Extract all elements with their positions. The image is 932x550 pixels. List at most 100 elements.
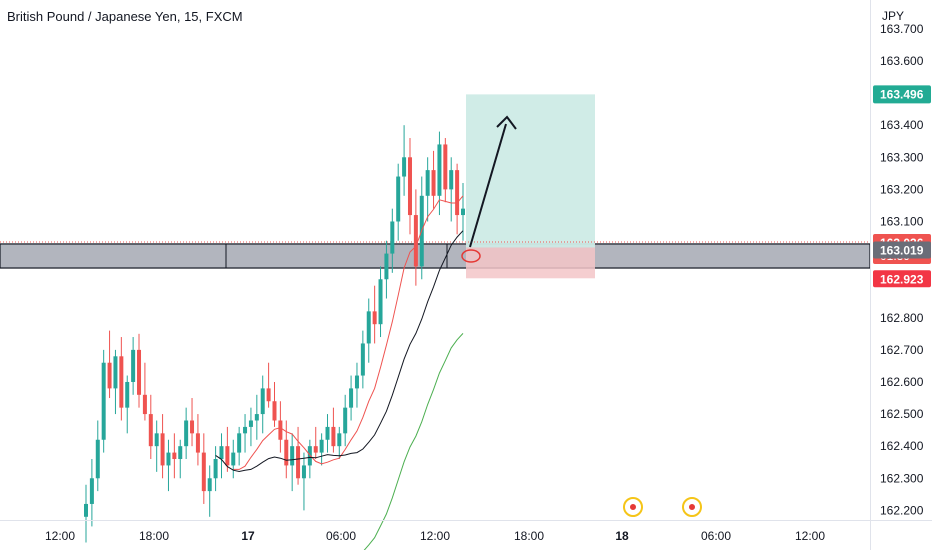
candle-body[interactable] [207, 478, 212, 492]
time-axis-divider [0, 520, 932, 521]
candle-body[interactable] [431, 170, 436, 196]
candle-body[interactable] [95, 439, 100, 479]
arrow-head [496, 115, 517, 130]
time-tick-label: 12:00 [45, 529, 75, 543]
price-tick-label: 162.400 [880, 439, 924, 453]
candle-body[interactable] [301, 465, 306, 479]
candle-body[interactable] [119, 356, 124, 408]
candle-body[interactable] [354, 375, 359, 389]
candle-body[interactable] [437, 144, 442, 196]
candle-body[interactable] [248, 420, 253, 427]
candle-body[interactable] [237, 433, 242, 453]
candle-body[interactable] [425, 170, 430, 196]
candle-body[interactable] [154, 433, 159, 447]
candle-body[interactable] [319, 439, 324, 453]
candle-body[interactable] [372, 311, 377, 325]
candle-body[interactable] [296, 446, 301, 479]
candle-body[interactable] [360, 343, 365, 376]
candle-body[interactable] [137, 349, 142, 395]
price-tick-label: 163.100 [880, 214, 924, 228]
candle-body[interactable] [449, 170, 454, 190]
event-dot [630, 504, 636, 510]
candle-body[interactable] [243, 426, 248, 434]
candle-body[interactable] [101, 362, 106, 440]
entry-marker[interactable] [461, 249, 481, 263]
candle-body[interactable] [455, 170, 460, 216]
candle-body[interactable] [201, 452, 206, 492]
candle-body[interactable] [290, 446, 295, 466]
candle-body[interactable] [390, 221, 395, 254]
event-dot [689, 504, 695, 510]
candle-body[interactable] [337, 433, 342, 447]
price-tick-label: 162.600 [880, 375, 924, 389]
candle-body[interactable] [160, 433, 165, 466]
candle-body[interactable] [84, 503, 88, 517]
candle-body[interactable] [172, 452, 177, 460]
candle-body[interactable] [402, 157, 407, 177]
candle-body[interactable] [213, 459, 218, 479]
price-tick-label: 163.700 [880, 22, 924, 36]
candle-body[interactable] [461, 208, 465, 216]
candle-body[interactable] [313, 446, 318, 453]
candle-body[interactable] [178, 446, 183, 460]
candle-body[interactable] [272, 401, 277, 421]
time-tick-label: 17 [241, 529, 255, 543]
candle-body[interactable] [307, 446, 312, 466]
candle-body[interactable] [219, 446, 224, 460]
candle-body[interactable] [131, 349, 136, 382]
candle-body[interactable] [378, 279, 383, 325]
candle-body[interactable] [231, 452, 236, 466]
price-tick-label: 162.700 [880, 343, 924, 357]
candle-body[interactable] [195, 433, 200, 453]
candle-body[interactable] [284, 439, 289, 466]
time-tick-label: 12:00 [420, 529, 450, 543]
candle-body[interactable] [443, 144, 448, 190]
candle-body[interactable] [266, 388, 271, 402]
moving-average-red [233, 195, 464, 470]
price-tick-label: 163.200 [880, 182, 924, 196]
candle-body[interactable] [260, 388, 265, 415]
price-tick-label: 162.200 [880, 503, 924, 517]
support-resistance-zone[interactable] [0, 243, 871, 269]
candle-body[interactable] [89, 478, 94, 504]
candle-body[interactable] [278, 420, 283, 440]
candle-body[interactable] [225, 446, 230, 466]
candle-body[interactable] [331, 426, 336, 447]
candle-body[interactable] [384, 253, 389, 280]
candle-body[interactable] [325, 426, 330, 440]
candle-body[interactable] [142, 394, 147, 415]
candle-body[interactable] [125, 381, 130, 408]
time-tick-label: 18:00 [514, 529, 544, 543]
projection-arrow[interactable] [469, 123, 507, 248]
moving-average-black [215, 230, 464, 473]
candle-body[interactable] [107, 362, 112, 389]
target-zone[interactable] [466, 94, 595, 248]
candle-body[interactable] [366, 311, 371, 344]
price-tick-label: 163.400 [880, 118, 924, 132]
candle-body[interactable] [113, 356, 118, 389]
time-tick-label: 06:00 [701, 529, 731, 543]
candle-body[interactable] [413, 215, 418, 267]
time-tick-label: 06:00 [326, 529, 356, 543]
stop-zone[interactable] [466, 247, 595, 279]
moving-average-green [363, 333, 464, 550]
candle-body[interactable] [190, 420, 195, 434]
candle-body[interactable] [349, 388, 354, 408]
price-badge [873, 85, 931, 104]
candle-body[interactable] [407, 157, 412, 216]
candle-body[interactable] [166, 452, 171, 466]
candle-body[interactable] [184, 420, 189, 447]
price-axis-divider [870, 0, 871, 550]
candle-body[interactable] [396, 176, 401, 222]
price-badge-value: 162.923 [880, 272, 924, 286]
candle-body[interactable] [343, 407, 348, 434]
price-tick-label: 162.300 [880, 471, 924, 485]
price-badge-value: 163.019 [880, 243, 924, 257]
price-tick-label: 163.600 [880, 54, 924, 68]
candle-body[interactable] [148, 414, 153, 447]
candle-body[interactable] [254, 414, 259, 421]
price-tick-label: 163.300 [880, 150, 924, 164]
price-tick-label: 162.800 [880, 311, 924, 325]
